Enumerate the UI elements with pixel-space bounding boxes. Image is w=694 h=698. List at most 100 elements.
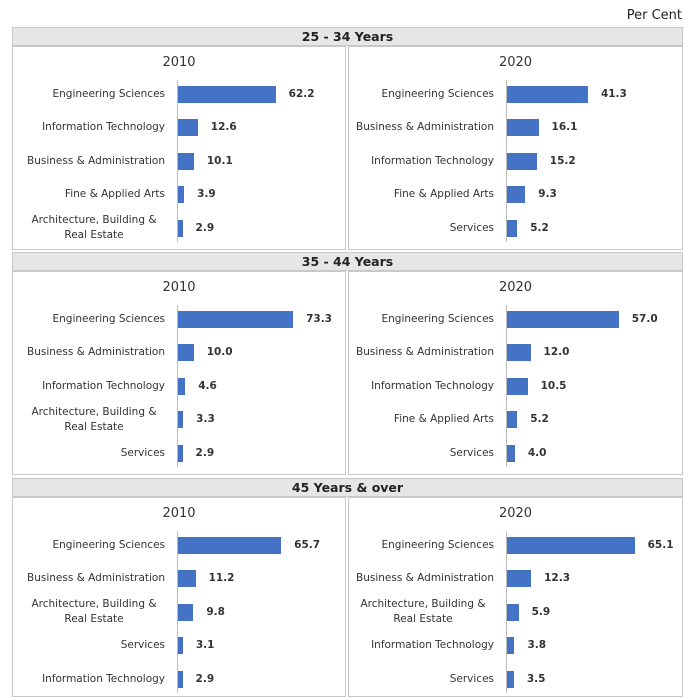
value-label: 3.1 [195, 639, 215, 652]
category-label: Engineering Sciences [13, 303, 165, 335]
category-label: Business & Administration [13, 145, 165, 177]
chart-panel: 2010 Engineering Sciences 65.7 Business & A… [12, 497, 346, 697]
category-text: Engineering Sciences [52, 87, 165, 100]
bar [178, 119, 198, 137]
chart-title: 2010 [162, 280, 196, 295]
axis-line [177, 305, 178, 468]
category-label: Architecture, Building & Real Estate [13, 212, 165, 244]
category-text: Business & Administration [356, 121, 494, 134]
category-text: Information Technology [371, 639, 494, 652]
bar [507, 637, 515, 655]
chart-panel: 2010 Engineering Sciences 62.2 Information … [12, 46, 346, 250]
bar [507, 85, 588, 103]
chart-title: 2020 [498, 280, 533, 295]
value-label: 3.8 [527, 639, 547, 652]
category-text: Business & Administration [356, 572, 494, 585]
bar [507, 310, 619, 328]
category-label: Services [13, 630, 165, 662]
category-text: Business & Administration [27, 154, 165, 167]
bar [178, 152, 194, 170]
category-text: Fine & Applied Arts [64, 188, 165, 201]
bar [178, 444, 183, 462]
bar [178, 219, 183, 237]
category-label: Information Technology [13, 370, 165, 402]
category-text: Business & Administration [27, 346, 165, 359]
category-label: Fine & Applied Arts [349, 179, 494, 211]
value-label: 3.5 [526, 672, 546, 685]
category-label: Business & Administration [349, 112, 494, 144]
bar [178, 603, 194, 621]
bar [178, 186, 185, 204]
category-label: Architecture, Building & Real Estate [13, 596, 165, 628]
value-label: 5.2 [530, 221, 549, 234]
value-label: 62.2 [288, 87, 315, 100]
category-label: Architecture, Building & Real Estate [13, 404, 165, 436]
category-text: Architecture, Building & Real Estate [31, 405, 157, 433]
category-text: Information Technology [42, 379, 165, 392]
category-label: Engineering Sciences [349, 303, 494, 335]
section-header: 35 - 44 Years [12, 252, 683, 271]
category-text: Information Technology [42, 121, 165, 134]
bar [507, 152, 537, 170]
unit-label: Per Cent [626, 8, 682, 23]
value-label: 57.0 [631, 312, 658, 325]
bar [507, 603, 519, 621]
bar [507, 536, 635, 554]
value-label: 15.2 [549, 154, 576, 167]
chart-panel: 2020 Engineering Sciences 65.1 Business & A… [348, 497, 683, 697]
value-label: 11.2 [208, 572, 235, 585]
bar [178, 310, 294, 328]
value-label: 2.9 [195, 446, 215, 459]
category-text: Architecture, Building & Real Estate [360, 598, 486, 626]
value-label: 65.7 [294, 538, 321, 551]
category-text: Architecture, Building & Real Estate [31, 598, 157, 626]
bar [178, 344, 194, 362]
category-text: Fine & Applied Arts [393, 188, 494, 201]
value-label: 41.3 [600, 87, 627, 100]
value-label: 9.8 [206, 605, 225, 618]
category-text: Business & Administration [356, 346, 494, 359]
category-text: Fine & Applied Arts [393, 413, 494, 426]
bar [507, 219, 518, 237]
bar [507, 186, 526, 204]
value-label: 12.6 [210, 121, 237, 134]
value-label: 12.3 [544, 572, 571, 585]
value-label: 3.9 [197, 188, 216, 201]
value-label: 5.2 [530, 413, 549, 426]
category-label: Services [349, 212, 494, 244]
chart-title: 2010 [162, 55, 196, 70]
category-text: Business & Administration [27, 572, 165, 585]
axis-line [506, 80, 507, 243]
bar [507, 570, 532, 588]
axis-line [506, 305, 507, 468]
section-header: 25 - 34 Years [12, 27, 683, 46]
value-label: 9.3 [538, 188, 557, 201]
category-text: Engineering Sciences [381, 87, 494, 100]
category-label: Business & Administration [13, 563, 165, 595]
category-label: Engineering Sciences [349, 529, 494, 561]
category-text: Information Technology [371, 379, 494, 392]
bar [178, 411, 184, 429]
value-label: 10.0 [206, 346, 233, 359]
category-text: Services [120, 639, 165, 652]
axis-line [177, 531, 178, 694]
category-text: Information Technology [371, 154, 494, 167]
category-text: Services [449, 446, 494, 459]
value-label: 2.9 [195, 221, 215, 234]
bar [178, 85, 276, 103]
category-text: Engineering Sciences [52, 312, 165, 325]
axis-line [506, 531, 507, 694]
value-label: 12.0 [543, 346, 570, 359]
chart-panel: 2020 Engineering Sciences 41.3 Business & A… [348, 46, 683, 250]
category-label: Engineering Sciences [13, 529, 165, 561]
bar [178, 377, 186, 395]
category-label: Information Technology [349, 630, 494, 662]
category-label: Services [13, 437, 165, 469]
category-text: Services [120, 446, 165, 459]
category-label: Business & Administration [349, 563, 494, 595]
chart-panel: 2020 Engineering Sciences 57.0 Business & A… [348, 271, 683, 475]
value-label: 73.3 [306, 312, 332, 325]
category-text: Architecture, Building & Real Estate [31, 214, 157, 242]
category-text: Engineering Sciences [52, 538, 165, 551]
value-label: 5.9 [531, 605, 551, 618]
